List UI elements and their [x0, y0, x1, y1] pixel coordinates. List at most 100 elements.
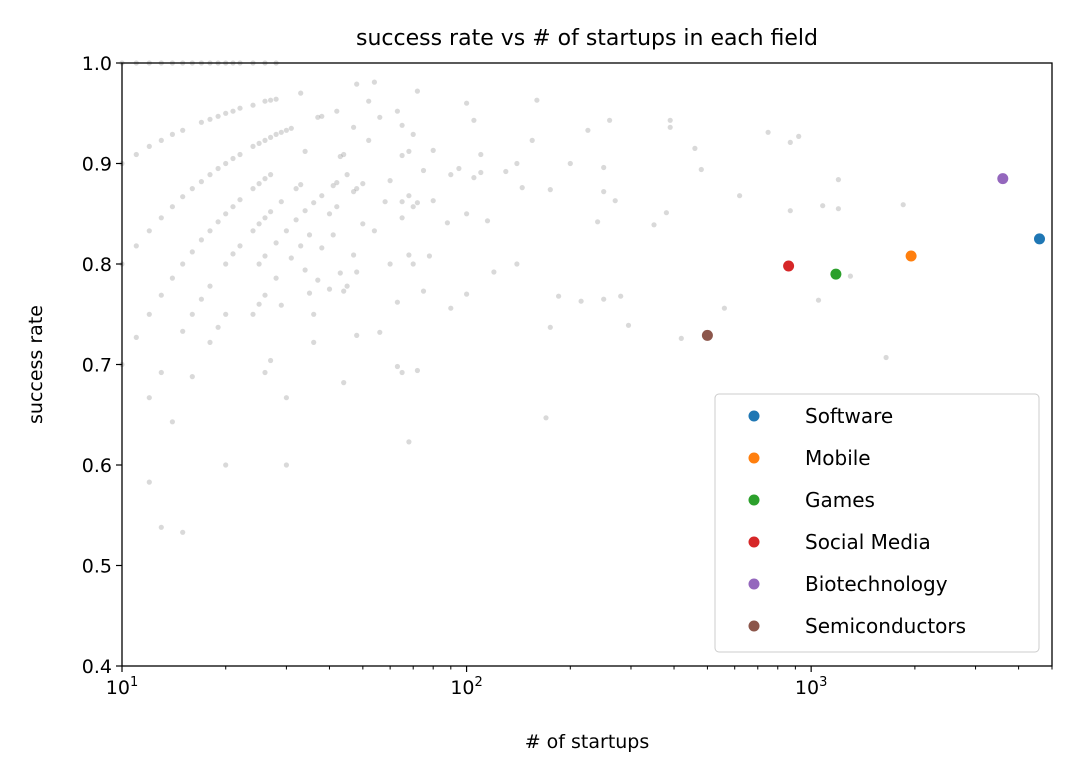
background-point	[835, 206, 842, 212]
background-point	[721, 305, 728, 311]
background-point	[399, 199, 405, 205]
background-point	[283, 462, 289, 468]
background-point	[158, 524, 164, 530]
background-point	[547, 187, 553, 193]
y-tick-label: 0.4	[82, 656, 112, 678]
background-point	[273, 275, 279, 281]
x-tick-label: 103	[795, 675, 827, 699]
background-point	[815, 297, 822, 303]
background-point	[556, 293, 562, 299]
background-point	[334, 180, 340, 186]
background-point	[215, 165, 221, 172]
background-point	[448, 305, 454, 311]
background-point	[189, 186, 195, 192]
background-point	[595, 219, 601, 225]
background-point	[337, 153, 343, 160]
series-point	[997, 173, 1009, 185]
background-point	[663, 210, 670, 216]
background-points	[119, 60, 906, 535]
background-point	[158, 292, 164, 298]
background-point	[514, 261, 520, 267]
background-point	[133, 334, 139, 340]
series-point	[1034, 233, 1045, 245]
background-point	[847, 273, 854, 279]
background-point	[471, 117, 477, 123]
background-point	[262, 369, 268, 376]
background-point	[288, 255, 294, 261]
background-point	[519, 185, 525, 191]
background-point	[529, 137, 535, 143]
background-point	[612, 198, 618, 204]
background-point	[268, 134, 274, 140]
background-point	[180, 529, 186, 535]
background-point	[337, 270, 343, 276]
background-point	[215, 324, 221, 330]
background-point	[311, 200, 317, 206]
legend-marker	[748, 578, 760, 590]
background-point	[341, 380, 347, 386]
background-point	[394, 108, 400, 114]
background-point	[230, 155, 236, 162]
background-point	[207, 228, 213, 234]
legend-marker	[748, 410, 760, 422]
y-tick-label: 0.5	[82, 556, 112, 578]
background-point	[406, 439, 412, 445]
background-point	[158, 369, 164, 376]
background-point	[198, 296, 204, 302]
background-point	[354, 332, 360, 338]
background-point	[444, 220, 450, 226]
background-point	[311, 339, 317, 345]
background-point	[180, 328, 186, 334]
background-point	[765, 129, 771, 135]
background-point	[344, 172, 350, 178]
background-point	[406, 252, 412, 258]
background-point	[146, 395, 152, 401]
background-point	[169, 131, 175, 137]
background-point	[835, 177, 842, 183]
background-point	[169, 204, 175, 210]
background-point	[414, 200, 420, 206]
background-point	[273, 131, 279, 137]
series-point	[830, 268, 842, 280]
background-point	[366, 137, 372, 143]
background-point	[283, 127, 289, 133]
background-point	[215, 219, 221, 225]
background-point	[371, 79, 377, 85]
background-point	[737, 193, 743, 199]
background-point	[344, 283, 350, 289]
background-point	[787, 139, 793, 145]
background-point	[298, 90, 304, 96]
background-point	[426, 253, 432, 259]
background-point	[464, 291, 470, 297]
background-point	[382, 199, 388, 205]
background-point	[273, 96, 279, 102]
background-point	[133, 151, 139, 158]
x-tick-label: 102	[450, 675, 482, 699]
background-point	[262, 137, 268, 143]
background-point	[326, 286, 333, 292]
background-point	[334, 204, 340, 210]
background-point	[585, 127, 591, 133]
background-point	[146, 311, 152, 317]
background-point	[410, 261, 416, 267]
background-point	[414, 88, 420, 94]
background-point	[158, 137, 164, 143]
background-point	[692, 145, 698, 151]
background-point	[360, 181, 366, 187]
background-point	[250, 311, 256, 317]
background-point	[315, 277, 321, 283]
background-point	[547, 324, 553, 330]
y-tick-label: 0.8	[82, 254, 112, 276]
background-point	[262, 253, 268, 259]
background-point	[302, 267, 308, 273]
background-point	[262, 98, 268, 104]
background-point	[230, 251, 236, 257]
background-point	[377, 114, 383, 120]
background-point	[268, 172, 274, 178]
background-point	[189, 311, 195, 317]
background-point	[420, 167, 427, 174]
background-point	[237, 197, 243, 203]
x-tick-label: 101	[106, 675, 138, 699]
background-point	[601, 164, 607, 171]
